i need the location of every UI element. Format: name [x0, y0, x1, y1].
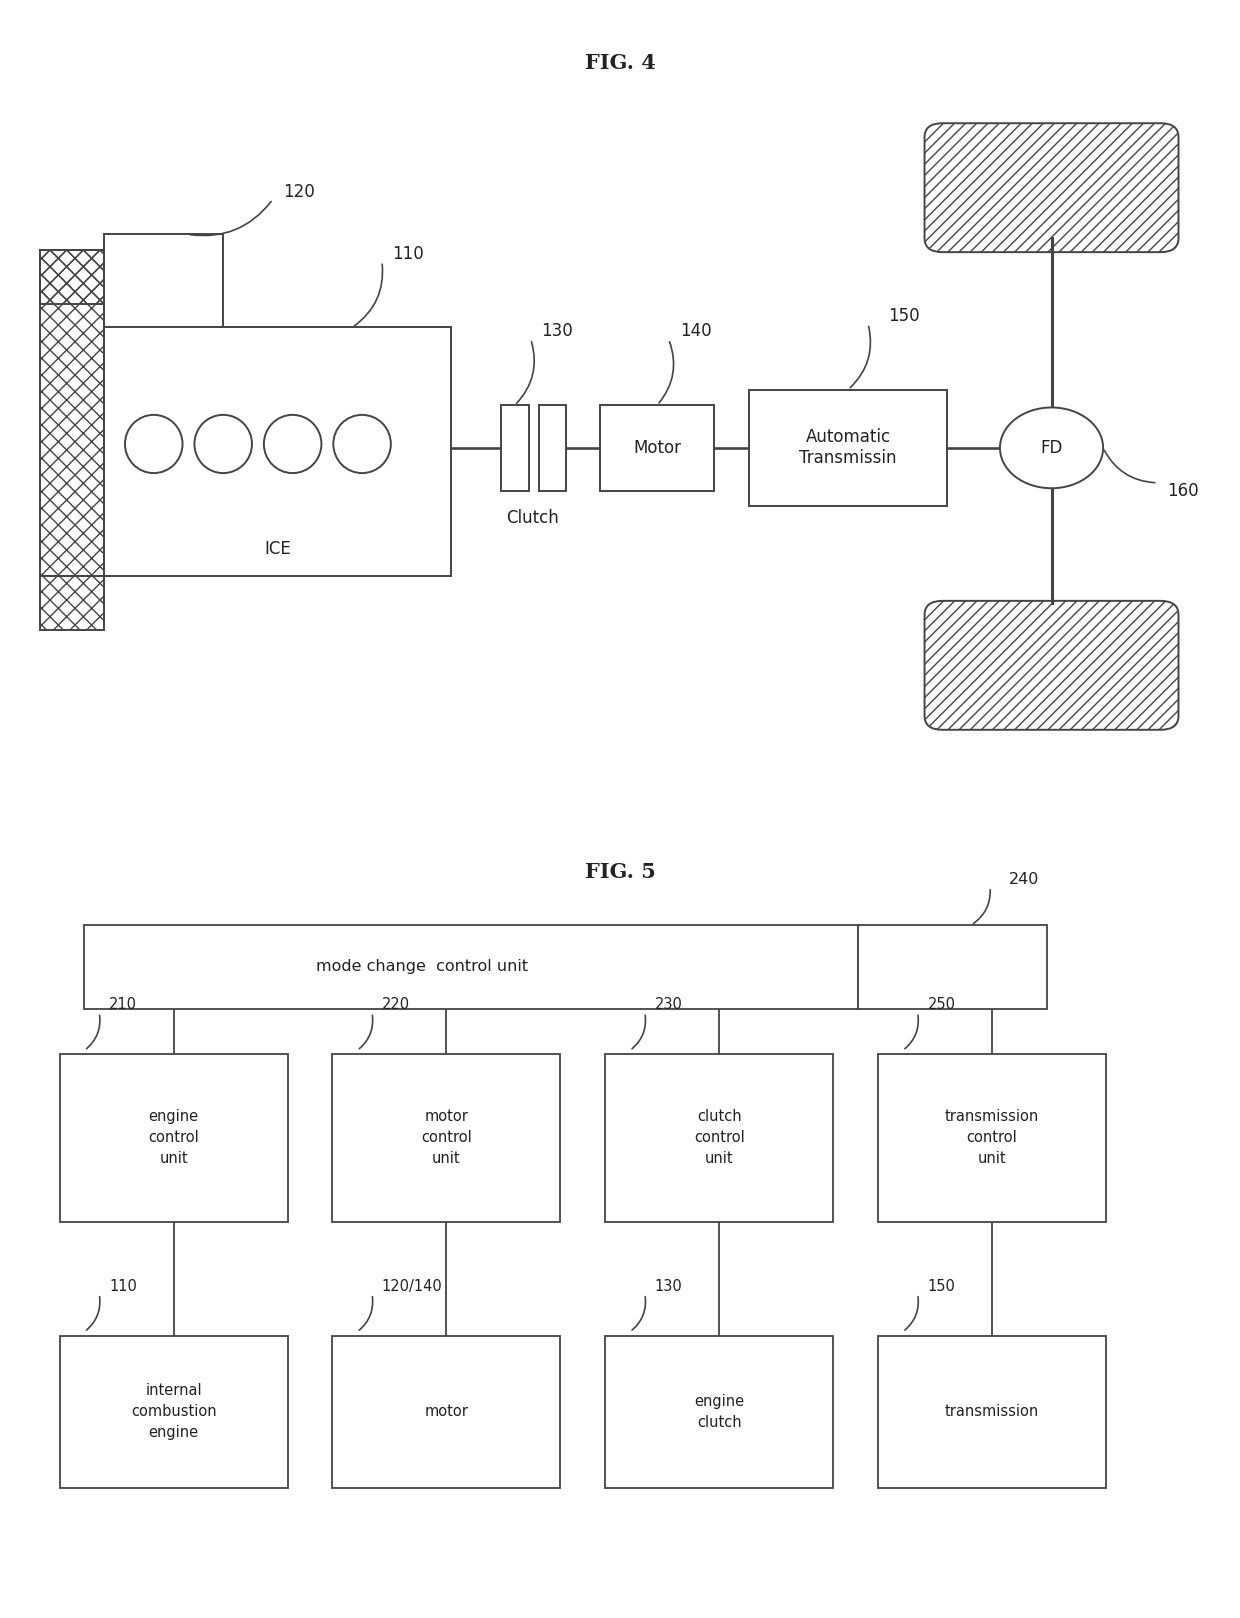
Bar [104, 235, 223, 327]
Text: FIG. 5: FIG. 5 [584, 862, 656, 882]
Bar [104, 327, 451, 576]
Bar [84, 925, 858, 1008]
Text: 130: 130 [541, 322, 573, 340]
Text: engine
control
unit: engine control unit [149, 1110, 198, 1167]
Ellipse shape [264, 414, 321, 472]
Text: 160: 160 [1168, 482, 1199, 500]
Text: 250: 250 [928, 997, 956, 1013]
Text: Motor: Motor [634, 438, 681, 456]
Bar [878, 1336, 1106, 1489]
Text: 120/140: 120/140 [382, 1278, 443, 1294]
Circle shape [999, 408, 1104, 489]
Text: internal
combustion
engine: internal combustion engine [130, 1383, 217, 1440]
Text: ICE: ICE [264, 540, 291, 558]
Text: 240: 240 [1009, 872, 1039, 887]
Ellipse shape [125, 414, 182, 472]
Text: 150: 150 [888, 307, 920, 325]
Text: motor: motor [424, 1404, 469, 1419]
Text: motor
control
unit: motor control unit [422, 1110, 471, 1167]
Bar [858, 925, 1047, 1008]
Text: 140: 140 [680, 322, 712, 340]
Text: transmission
control
unit: transmission control unit [945, 1110, 1039, 1167]
Ellipse shape [334, 414, 391, 472]
Bar [749, 390, 947, 506]
Text: Clutch: Clutch [506, 508, 559, 527]
Text: Automatic
Transmissin: Automatic Transmissin [800, 429, 897, 468]
Text: FD: FD [1040, 438, 1063, 456]
Text: 150: 150 [928, 1278, 955, 1294]
Text: 110: 110 [109, 1278, 136, 1294]
Ellipse shape [195, 414, 252, 472]
Text: engine
clutch: engine clutch [694, 1393, 744, 1430]
Bar [60, 1336, 288, 1489]
Bar [40, 576, 104, 631]
Bar [605, 1336, 833, 1489]
Bar [501, 404, 528, 490]
Bar [332, 1055, 560, 1222]
Text: 130: 130 [655, 1278, 682, 1294]
Bar [878, 1055, 1106, 1222]
Text: 110: 110 [392, 244, 424, 262]
Bar [60, 1055, 288, 1222]
Text: 220: 220 [382, 997, 410, 1013]
Text: mode change  control unit: mode change control unit [315, 959, 528, 974]
Text: 210: 210 [109, 997, 138, 1013]
Text: FIG. 4: FIG. 4 [584, 53, 656, 73]
Bar [600, 404, 714, 490]
Text: 230: 230 [655, 997, 682, 1013]
Text: transmission: transmission [945, 1404, 1039, 1419]
Text: clutch
control
unit: clutch control unit [694, 1110, 744, 1167]
Bar [40, 249, 104, 304]
Bar [332, 1336, 560, 1489]
Bar [40, 249, 104, 576]
Bar [605, 1055, 833, 1222]
Bar [538, 404, 567, 490]
Text: 120: 120 [283, 183, 315, 201]
